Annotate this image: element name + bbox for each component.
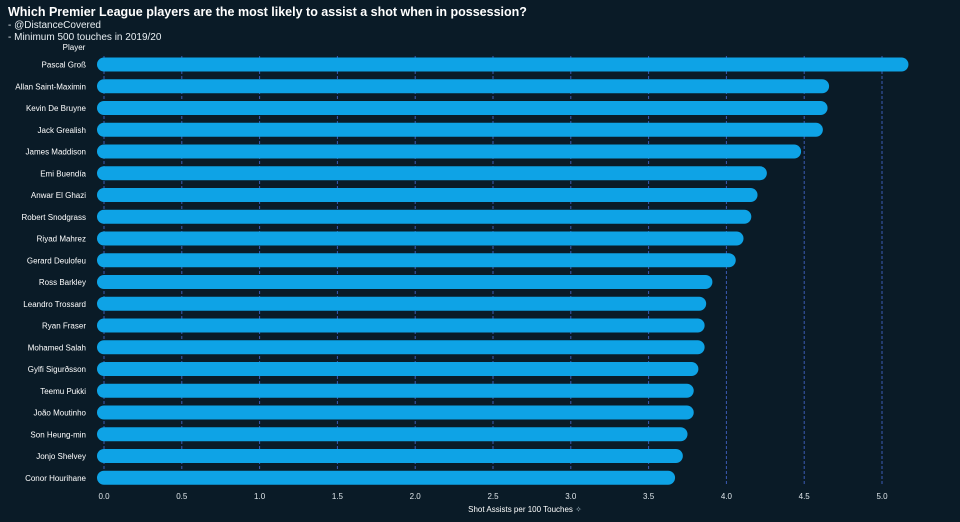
category-label: Kevin De Bruyne — [26, 104, 87, 113]
category-label: Ryan Fraser — [42, 322, 86, 331]
sort-icon[interactable]: ✧ — [575, 505, 582, 514]
category-label: Teemu Pukki — [40, 387, 86, 396]
category-label: Leandro Trossard — [23, 300, 86, 309]
x-axis-title-text: Shot Assists per 100 Touches — [468, 505, 575, 514]
bar[interactable] — [97, 166, 767, 181]
category-labels: Pascal Groß Allan Saint-Maximin Kevin De B… — [15, 61, 86, 483]
bar[interactable] — [97, 296, 707, 311]
bar[interactable] — [97, 318, 705, 333]
category-label: Allan Saint-Maximin — [15, 82, 86, 91]
bar[interactable] — [97, 79, 830, 94]
bar[interactable] — [97, 275, 713, 289]
x-tick-label: 1.5 — [332, 492, 344, 501]
bar[interactable] — [97, 188, 758, 202]
x-tick-label: 2.5 — [487, 492, 499, 501]
y-axis-title: Player — [63, 43, 86, 52]
category-label: Gylfi Sigurðsson — [28, 365, 86, 374]
bar[interactable] — [97, 209, 752, 224]
chart-title: Which Premier League players are the mos… — [8, 5, 527, 19]
category-label: Riyad Mahrez — [37, 235, 86, 244]
category-label: Emi Buendía — [40, 169, 86, 178]
bar[interactable] — [97, 405, 694, 420]
bar[interactable] — [97, 231, 744, 246]
category-label: Mohamed Salah — [28, 343, 86, 352]
x-tick-label: 5.0 — [876, 492, 888, 501]
bar[interactable] — [97, 362, 699, 376]
bar[interactable] — [97, 340, 705, 355]
bars — [97, 57, 909, 485]
category-label: Pascal Groß — [42, 61, 87, 70]
category-label: Jack Grealish — [38, 126, 86, 135]
bar[interactable] — [97, 470, 676, 485]
x-tick-label: 1.0 — [254, 492, 266, 501]
chart-subtitle-author: - @DistanceCovered — [8, 20, 101, 31]
x-tick-label: 0.0 — [98, 492, 110, 501]
category-label: João Moutinho — [34, 409, 87, 418]
category-label: Son Heung-min — [30, 430, 86, 439]
chart-header: Which Premier League players are the mos… — [8, 4, 527, 44]
bar[interactable] — [97, 383, 694, 398]
x-tick-label: 2.0 — [410, 492, 422, 501]
bar[interactable] — [97, 427, 688, 442]
category-label: Jonjo Shelvey — [36, 452, 86, 461]
grid-lines — [103, 56, 883, 484]
category-label: Ross Barkley — [39, 278, 86, 287]
x-tick-label: 0.5 — [176, 492, 188, 501]
category-label: Conor Hourihane — [25, 474, 86, 483]
x-axis-title: Shot Assists per 100 Touches ✧ — [468, 505, 582, 514]
bar[interactable] — [97, 253, 736, 268]
x-tick-label: 3.0 — [565, 492, 577, 501]
x-tick-label: 4.0 — [721, 492, 733, 501]
x-tick-label: 3.5 — [643, 492, 655, 501]
bar[interactable] — [97, 57, 909, 72]
x-tick-label: 4.5 — [799, 492, 811, 501]
chart-subtitle-filter: - Minimum 500 touches in 2019/20 — [8, 32, 162, 43]
category-label: Robert Snodgrass — [22, 213, 86, 222]
bar[interactable] — [97, 101, 828, 115]
x-tick-labels: 0.0 0.5 1.0 1.5 2.0 2.5 3.0 3.5 4.0 4.5 5.0 — [98, 492, 888, 501]
category-label: James Maddison — [26, 148, 86, 157]
category-label: Gerard Deulofeu — [27, 256, 86, 265]
category-label: Anwar El Ghazi — [31, 191, 86, 200]
bar[interactable] — [97, 144, 802, 159]
bar[interactable] — [97, 449, 683, 463]
bar[interactable] — [97, 122, 823, 137]
